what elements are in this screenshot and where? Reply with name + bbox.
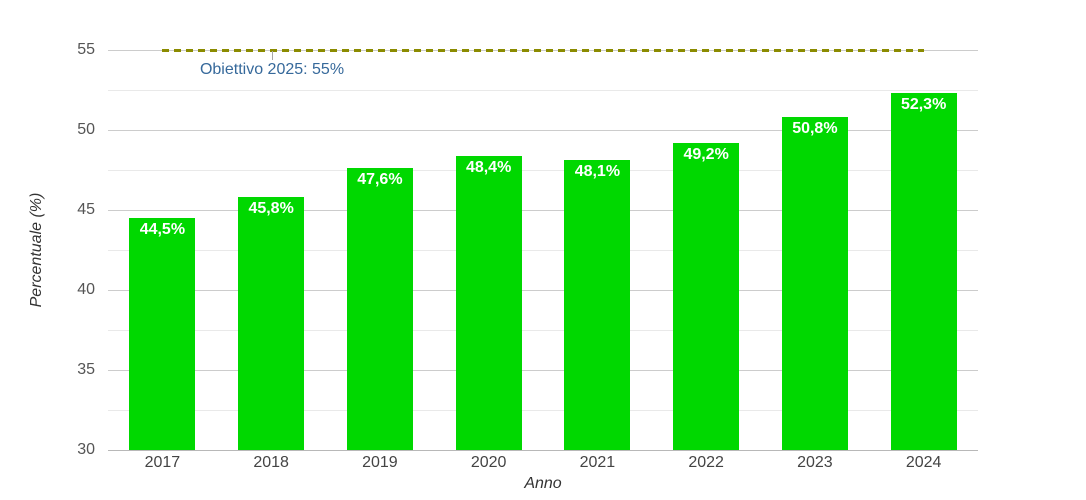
bar-2022[interactable]: 49,2% xyxy=(673,142,740,450)
x-tick-label-2018: 2018 xyxy=(253,454,289,471)
minor-gridline xyxy=(108,329,978,331)
minor-gridline xyxy=(108,249,978,251)
y-tick-label: 45 xyxy=(77,201,95,218)
bar-value-label: 48,4% xyxy=(465,158,512,176)
bar-2023[interactable]: 50,8% xyxy=(781,117,848,450)
bar-2019[interactable]: 47,6% xyxy=(346,168,413,450)
minor-gridline xyxy=(108,169,978,171)
bar-value-label: 50,8% xyxy=(792,120,838,138)
bar-2021[interactable]: 48,1% xyxy=(564,160,631,450)
x-axis-line xyxy=(108,449,978,451)
bar-2024[interactable]: 52,3% xyxy=(890,93,957,450)
bar-2020[interactable]: 48,4% xyxy=(455,155,522,450)
bar-value-label: 45,8% xyxy=(248,200,294,218)
y-tick-label: 35 xyxy=(77,361,95,378)
bar-2018[interactable]: 45,8% xyxy=(238,197,305,450)
major-gridline xyxy=(108,129,978,131)
y-tick-label: 55 xyxy=(77,41,95,58)
bar-value-label: 48,1% xyxy=(574,163,621,181)
x-axis-title: Anno xyxy=(524,475,562,492)
bar-value-label: 52,3% xyxy=(900,96,947,114)
x-tick-label-2023: 2023 xyxy=(797,454,833,471)
major-gridline xyxy=(108,289,978,291)
target-annotation-label: Obiettivo 2025: 55% xyxy=(199,61,345,78)
bar-value-label: 47,6% xyxy=(357,171,403,189)
x-tick-label-2020: 2020 xyxy=(470,454,507,471)
major-gridline xyxy=(108,369,978,371)
x-tick-label-2017: 2017 xyxy=(144,454,181,471)
minor-gridline xyxy=(108,89,978,91)
x-tick-label-2022: 2022 xyxy=(688,454,724,471)
bar-value-label: 49,2% xyxy=(683,145,729,163)
x-tick-label-2019: 2019 xyxy=(362,454,398,471)
minor-gridline xyxy=(108,409,978,411)
target-line xyxy=(162,48,924,52)
y-tick-label: 50 xyxy=(77,121,95,138)
y-tick-label: 30 xyxy=(77,441,95,458)
major-gridline xyxy=(108,209,978,211)
x-tick-label-2021: 2021 xyxy=(579,454,616,471)
target-annotation-leader xyxy=(272,51,273,60)
y-tick-label: 40 xyxy=(77,281,95,298)
bar-2017[interactable]: 44,5% xyxy=(129,218,196,450)
bar-value-label: 44,5% xyxy=(139,221,186,238)
y-axis-title: Percentuale (%) xyxy=(28,192,45,308)
x-tick-label-2024: 2024 xyxy=(905,454,942,471)
